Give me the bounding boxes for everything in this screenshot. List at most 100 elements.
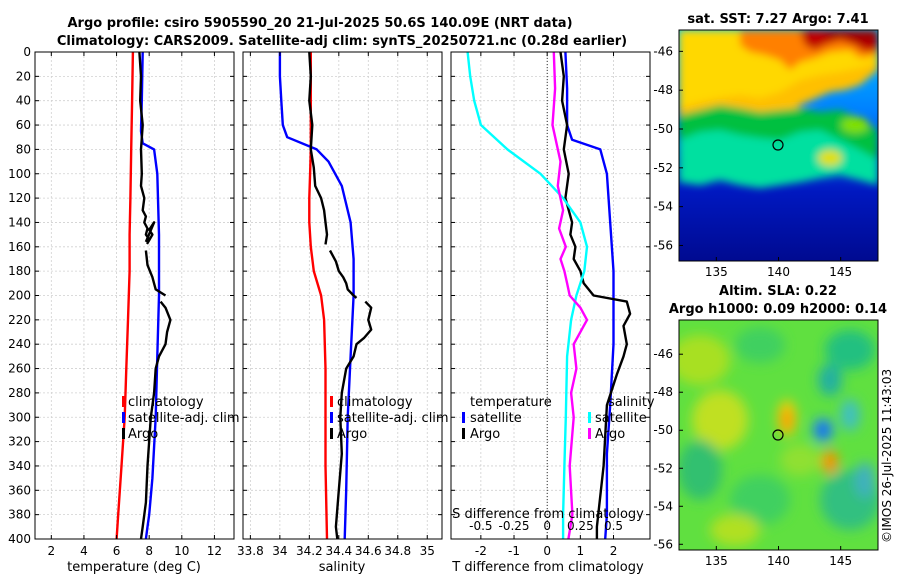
imos-timestamp: ©IMOS 26-Jul-2025 11:43:03 [880,369,894,543]
map-y-tick-label: -54 [653,200,673,214]
y-tick-label: 60 [16,118,31,132]
map-y-tick-label: -46 [653,44,673,58]
s-diff-tick-label: 0.5 [604,519,623,533]
legend-label-argo: Argo [337,427,367,442]
legend-marker-s-satellite [588,412,591,423]
s-diff-tick-label: -0.25 [498,519,529,533]
temperature-xlabel: temperature (deg C) [67,560,201,575]
figure-title-line1: Argo profile: csiro 5905590_20 21-Jul-20… [67,16,572,31]
map-y-tick-label: -50 [653,423,673,437]
series-line-s-argo [551,51,589,540]
x-tick-label: 34.4 [325,544,352,558]
sst-map: sat. SST: 7.27 Argo: 7.41 135 140 145 -46 -4… [653,12,879,279]
x-tick-label: -1 [508,544,520,558]
x-tick-label: 4 [80,544,88,558]
legend-marker-t-argo [462,428,465,439]
y-tick-label: 100 [8,167,31,181]
map-y-tick-label: -56 [653,537,673,551]
y-tick-label: 320 [8,435,31,449]
sst-map-title: sat. SST: 7.27 Argo: 7.41 [687,12,868,27]
legend-label-s-argo: Argo [595,427,625,442]
x-tick-label: 12 [207,544,222,558]
sla-map-image [679,320,878,550]
legend-label-t-argo: Argo [470,427,500,442]
difference-panel-frame [450,51,651,540]
map-y-tick-label: -50 [653,122,673,136]
x-tick-label: 2 [47,544,55,558]
sla-argo-marker [772,429,784,441]
series-line-argo [138,51,172,540]
y-tick-label: 120 [8,191,31,205]
series-line-s-satellite [466,51,589,539]
salinity-xlabel: salinity [319,560,366,575]
x-tick-label: 2 [610,544,618,558]
legend-label-s-satellite: satellite [595,411,647,426]
legend-marker-satellite-adj-clim [330,412,333,423]
map-x-tick-label: 135 [705,265,728,279]
difference-legend: temperature salinity satellite Argo sate… [462,395,655,442]
y-tick-label: 380 [8,508,31,522]
x-tick-label: 34.2 [296,544,323,558]
legend-label-satellite-adj-clim: satellite-adj. clim [128,411,240,426]
series-line-argo [308,51,373,540]
y-tick-label: 40 [16,94,31,108]
legend-header-salinity: salinity [608,395,655,410]
salinity-legend: climatology satellite-adj. clim Argo [330,395,449,442]
y-tick-label: 300 [8,410,31,424]
map-x-tick-label: 140 [767,554,790,568]
y-tick-label: 400 [8,532,31,546]
salinity-panel: 33.8 34 34.2 34.4 34.6 34.8 35 climatology sat… [237,51,449,575]
legend-marker-t-satellite [462,412,465,423]
y-tick-label: 0 [23,45,31,59]
y-tick-label: 240 [8,337,31,351]
map-y-tick-label: -52 [653,161,673,175]
legend-header-temperature: temperature [470,395,552,410]
map-y-tick-label: -52 [653,461,673,475]
s-diff-tick-label: 0.25 [567,519,594,533]
map-x-tick-label: 135 [705,554,728,568]
sla-map-title-line2: Argo h1000: 0.09 h2000: 0.14 [669,302,887,317]
x-tick-label: 34.8 [384,544,411,558]
x-tick-label: 33.8 [237,544,264,558]
legend-marker-climatology [330,396,333,407]
legend-label-climatology: climatology [128,395,204,410]
x-tick-label: 10 [174,544,189,558]
map-y-tick-label: -46 [653,347,673,361]
map-y-tick-label: -54 [653,499,673,513]
x-tick-label: 34.6 [355,544,382,558]
difference-panel: -2 -1 0 1 2 -0.5 -0.25 0 0.25 0.5 temperature sal… [450,51,655,575]
legend-marker-argo [330,428,333,439]
x-tick-label: 1 [577,544,585,558]
legend-marker-satellite-adj-clim [122,412,125,423]
x-tick-label: 6 [113,544,121,558]
x-tick-label: 0 [543,544,551,558]
sst-map-image [679,30,878,261]
sla-map-title-line1: Altim. SLA: 0.22 [719,284,837,299]
temperature-panel-frame [34,51,235,540]
legend-label-climatology: climatology [337,395,413,410]
figure-title-line2: Climatology: CARS2009. Satellite-adj cli… [57,34,627,49]
series-line-satellite-adj-clim [278,52,355,540]
map-y-tick-label: -48 [653,385,673,399]
legend-label-argo: Argo [128,427,158,442]
map-x-tick-label: 145 [829,554,852,568]
y-tick-label: 200 [8,289,31,303]
map-y-tick-label: -56 [653,238,673,252]
y-tick-label: 260 [8,362,31,376]
x-tick-label: 34 [272,544,287,558]
legend-marker-s-argo [588,428,591,439]
temperature-legend: climatology satellite-adj. clim Argo [122,395,240,442]
y-tick-label: 220 [8,313,31,327]
y-tick-label: 280 [8,386,31,400]
y-tick-label: 140 [8,215,31,229]
y-tick-label: 160 [8,240,31,254]
y-tick-label: 340 [8,459,31,473]
map-x-tick-label: 145 [829,265,852,279]
map-x-tick-label: 140 [767,265,790,279]
legend-marker-climatology [122,396,125,407]
legend-label-satellite-adj-clim: satellite-adj. clim [337,411,449,426]
legend-label-t-satellite: satellite [470,411,522,426]
sla-map: Altim. SLA: 0.22 Argo h1000: 0.09 h2000:… [653,284,887,568]
salinity-panel-frame [242,51,443,540]
